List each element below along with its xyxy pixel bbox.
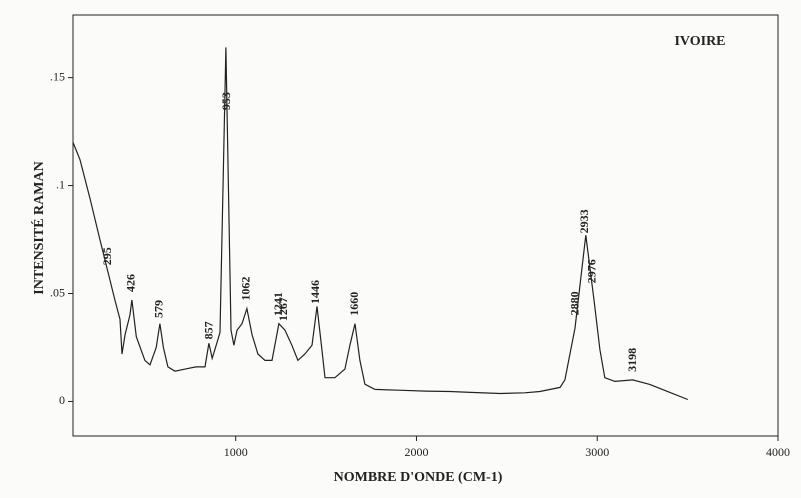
y-axis-label: INTENSITÉ RAMAN [30, 161, 47, 294]
x-tick-label: 3000 [585, 445, 609, 459]
peak-label: 857 [202, 321, 216, 339]
y-tick-label: .1 [56, 177, 65, 191]
peak-label: 1446 [308, 280, 322, 304]
peak-label: 1660 [347, 292, 361, 316]
x-tick-label: 1000 [224, 445, 248, 459]
peak-label: 579 [151, 300, 165, 318]
y-tick-label: 0 [59, 393, 65, 407]
x-axis-label: NOMBRE D'ONDE (CM-1) [334, 470, 503, 485]
x-tick-label: 4000 [766, 445, 790, 459]
peak-label: 2933 [577, 209, 591, 233]
peak-label: 2880 [567, 291, 581, 315]
x-tick-label: 2000 [404, 445, 428, 459]
peak-label: 295 [100, 247, 114, 265]
peak-label: 2976 [585, 259, 599, 283]
plot-frame [72, 14, 779, 437]
peak-label: 1241 [271, 292, 285, 316]
peak-label: 1062 [239, 277, 253, 301]
peak-label: 1267 [276, 297, 290, 321]
spectrum-line [72, 47, 689, 401]
chart-annotation: IVOIRE [674, 34, 725, 49]
peak-label: 426 [124, 274, 138, 292]
y-tick-label: .05 [50, 285, 65, 299]
peak-label: 953 [219, 92, 233, 110]
y-tick-label: .15 [50, 69, 65, 83]
peak-label: 3198 [625, 348, 639, 372]
